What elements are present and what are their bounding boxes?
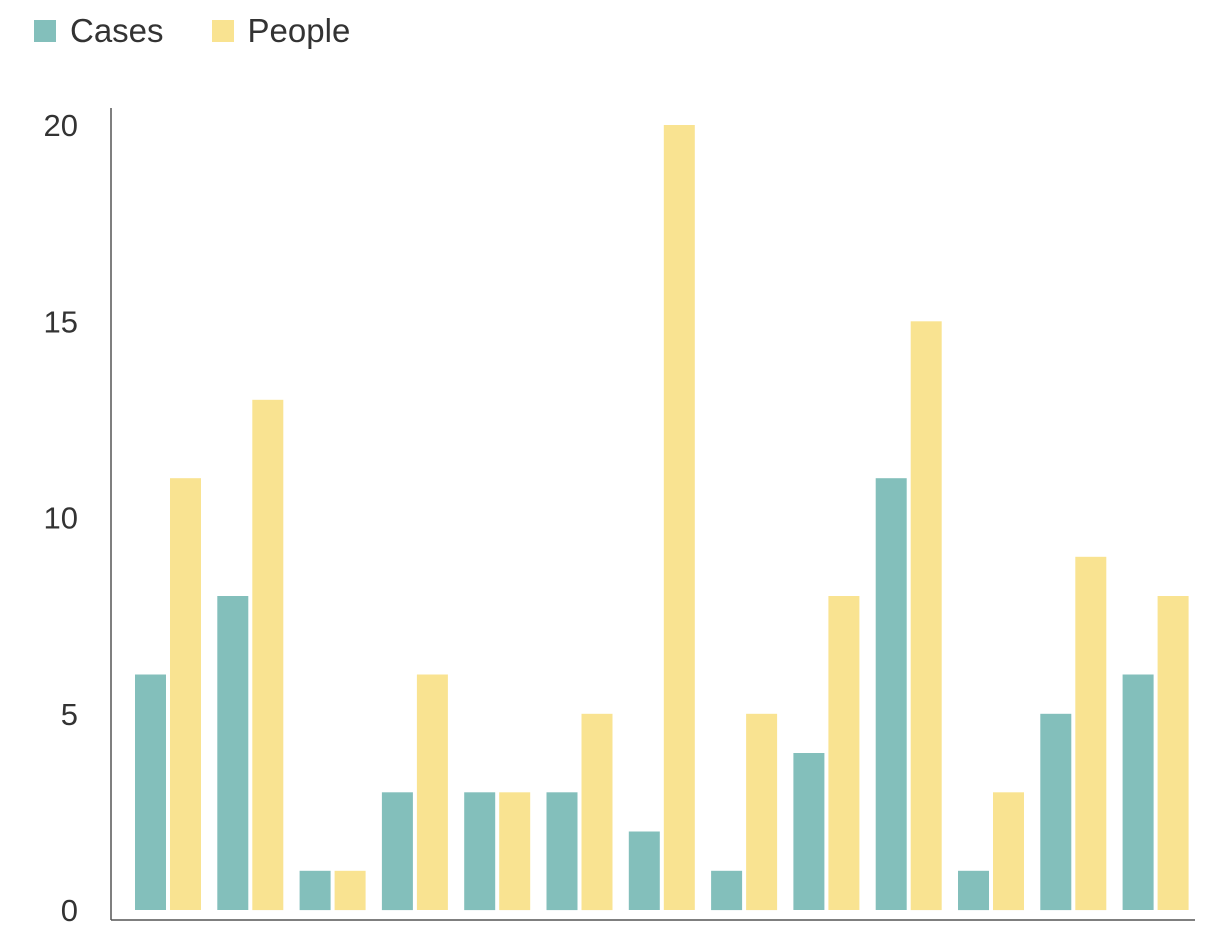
bar-cases-11[interactable] bbox=[958, 870, 989, 911]
bar-cases-2[interactable] bbox=[217, 596, 249, 910]
bar-cases-6[interactable] bbox=[546, 792, 578, 911]
bar-people-10[interactable] bbox=[910, 321, 942, 911]
y-tick-label: 0 bbox=[61, 893, 78, 928]
bar-people-11[interactable] bbox=[993, 792, 1024, 911]
bar-people-7[interactable] bbox=[663, 125, 695, 910]
y-tick-label: 20 bbox=[44, 108, 78, 143]
legend-label-cases: Cases bbox=[70, 12, 164, 49]
legend-item-people[interactable]: People bbox=[211, 12, 351, 50]
bar-people-9[interactable] bbox=[828, 596, 860, 910]
bar-people-12[interactable] bbox=[1075, 556, 1107, 911]
bar-people-8[interactable] bbox=[746, 713, 778, 911]
bar-cases-7[interactable] bbox=[628, 831, 660, 911]
bar-people-4[interactable] bbox=[416, 674, 448, 911]
bar-cases-12[interactable] bbox=[1040, 713, 1072, 911]
y-tick-label: 5 bbox=[61, 697, 78, 732]
bar-cases-1[interactable] bbox=[135, 674, 166, 911]
bar-cases-4[interactable] bbox=[381, 792, 413, 911]
bar-cases-5[interactable] bbox=[464, 792, 496, 911]
bar-cases-13[interactable] bbox=[1122, 674, 1154, 911]
bar-people-1[interactable] bbox=[170, 478, 201, 910]
bar-people-2[interactable] bbox=[252, 399, 284, 911]
bar-cases-10[interactable] bbox=[875, 478, 907, 910]
bar-cases-3[interactable] bbox=[299, 870, 331, 911]
bar-people-5[interactable] bbox=[499, 792, 531, 911]
bar-cases-9[interactable] bbox=[793, 753, 825, 910]
bar-people-3[interactable] bbox=[334, 870, 366, 911]
bar-cases-8[interactable] bbox=[711, 870, 743, 911]
y-tick-label: 15 bbox=[44, 304, 78, 339]
legend-swatch-cases bbox=[34, 20, 56, 42]
bar-people-6[interactable] bbox=[581, 713, 613, 911]
chart-legend: Cases People bbox=[34, 12, 398, 50]
legend-item-cases[interactable]: Cases bbox=[34, 12, 164, 50]
bar-people-13[interactable] bbox=[1157, 596, 1189, 910]
legend-swatch-people bbox=[211, 20, 234, 42]
legend-label-people: People bbox=[247, 12, 351, 49]
y-tick-label: 10 bbox=[44, 501, 78, 536]
